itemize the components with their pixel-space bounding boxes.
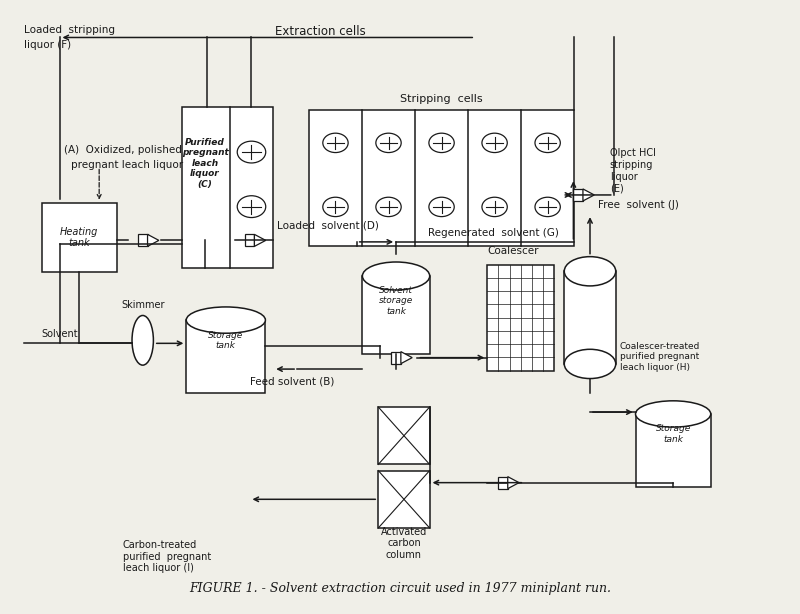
Text: Feed solvent (B): Feed solvent (B) [250,376,334,386]
Text: Stripping  cells: Stripping cells [400,95,483,104]
Circle shape [323,197,348,217]
Bar [498,476,508,489]
Text: pregnant leach liquor: pregnant leach liquor [71,160,183,169]
Polygon shape [254,235,266,246]
Circle shape [323,133,348,152]
Ellipse shape [635,401,710,427]
Text: (A)  Oxidized, polished: (A) Oxidized, polished [63,144,182,155]
Ellipse shape [132,316,154,365]
Ellipse shape [186,307,266,333]
Bar [574,189,583,201]
Polygon shape [401,352,412,363]
Ellipse shape [564,349,616,379]
Bar [182,107,274,268]
Ellipse shape [564,257,616,286]
Text: Loaded  stripping: Loaded stripping [24,25,115,35]
Text: Heating
tank: Heating tank [60,227,98,248]
Circle shape [535,133,560,152]
Circle shape [482,133,507,152]
Text: FIGURE 1. - Solvent extraction circuit used in 1977 miniplant run.: FIGURE 1. - Solvent extraction circuit u… [189,581,611,595]
Bar [186,320,266,394]
Circle shape [535,197,560,217]
Circle shape [429,133,454,152]
Text: Coalescer: Coalescer [487,246,538,256]
Bar [42,203,117,272]
Text: Regenerated  solvent (G): Regenerated solvent (G) [428,228,558,238]
Bar [378,407,430,464]
Bar [378,470,430,528]
Text: Purified
pregnant
leach
liquor
(C): Purified pregnant leach liquor (C) [182,138,229,188]
Text: Loaded  solvent (D): Loaded solvent (D) [278,220,379,230]
Circle shape [482,197,507,217]
Bar [138,235,147,246]
Text: liquor (F): liquor (F) [24,40,71,50]
Bar [635,414,710,487]
Bar [309,110,574,246]
Polygon shape [147,235,159,246]
Bar [487,265,554,371]
Text: Free  solvent (J): Free solvent (J) [598,200,678,210]
Polygon shape [583,189,594,201]
Text: Extraction cells: Extraction cells [275,25,366,38]
Bar [391,352,401,363]
Text: Solvent: Solvent [42,329,78,340]
Circle shape [238,141,266,163]
Bar [362,276,430,354]
Text: Storage
tank: Storage tank [208,330,243,350]
Text: Carbon-treated
purified  pregnant
leach liquor (I): Carbon-treated purified pregnant leach l… [123,540,211,573]
Text: Skimmer: Skimmer [121,300,165,310]
Circle shape [376,197,401,217]
Circle shape [238,196,266,217]
Text: Coalescer-treated
purified pregnant
leach liquor (H): Coalescer-treated purified pregnant leac… [620,342,700,371]
Circle shape [376,133,401,152]
Text: Olpct HCl
stripping
liquor
(E): Olpct HCl stripping liquor (E) [610,149,656,193]
Text: Storage
tank: Storage tank [655,424,690,444]
Polygon shape [508,476,519,489]
Bar [245,235,254,246]
Bar [564,271,616,364]
Circle shape [429,197,454,217]
Text: Activated
carbon
column: Activated carbon column [381,527,427,560]
Text: Solvent
storage
tank: Solvent storage tank [379,286,413,316]
Ellipse shape [362,262,430,290]
